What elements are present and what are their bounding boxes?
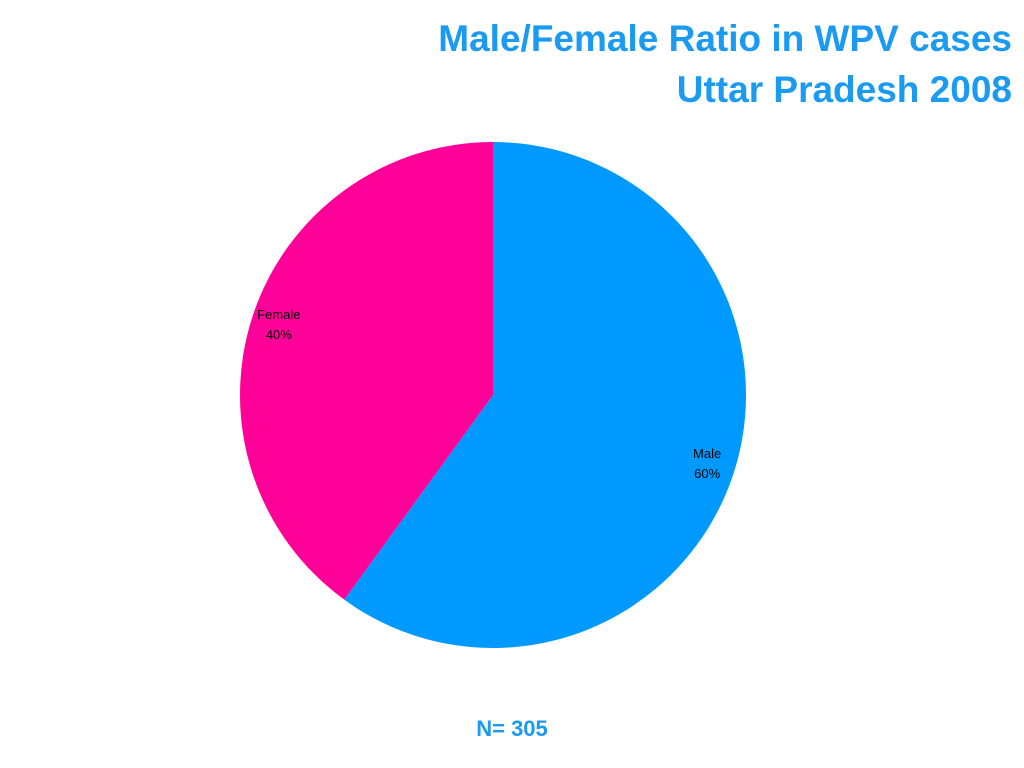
slice-label: Male [693, 446, 721, 461]
chart-title: Male/Female Ratio in WPV cases [438, 18, 1012, 59]
pie: Male 60% Female 40% [240, 142, 747, 648]
pie-slice [344, 142, 747, 648]
chart-subtitle: Uttar Pradesh 2008 [677, 69, 1012, 110]
slice-label: Female [257, 307, 300, 322]
pie-slice [240, 142, 493, 600]
slice-value: 60% [694, 466, 720, 481]
annotation: N= 305 [476, 716, 548, 741]
slice-value: 40% [266, 327, 292, 342]
